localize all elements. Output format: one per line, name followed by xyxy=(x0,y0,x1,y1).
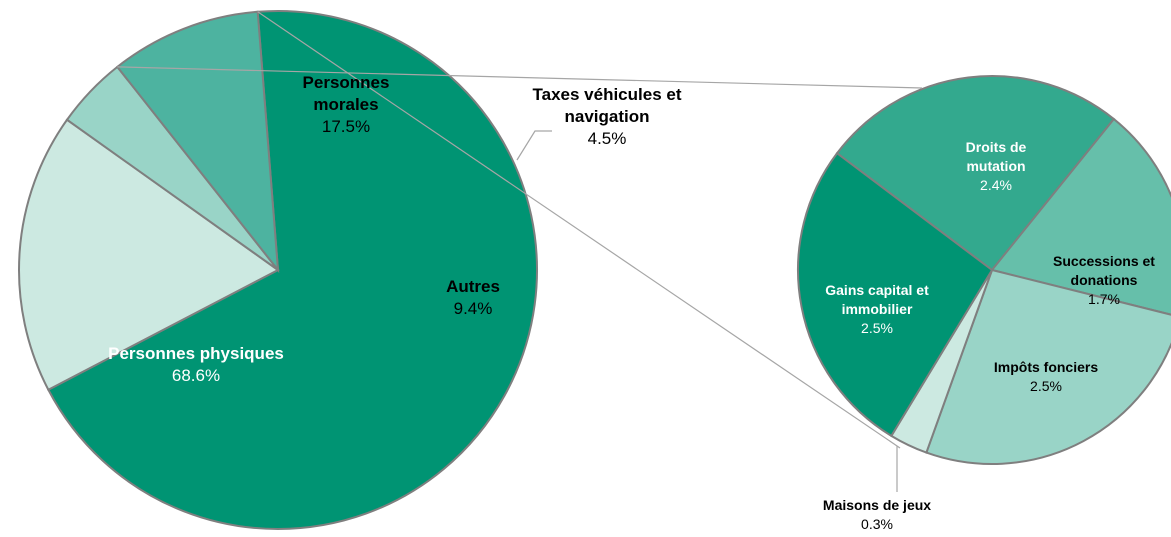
droits-de-mutation-value-label: 2.4% xyxy=(980,177,1012,193)
impots-fonciers-value-label: 2.5% xyxy=(1030,378,1062,394)
connector-line-top xyxy=(117,66,923,89)
connector-line-bottom xyxy=(257,11,901,449)
leader-line-taxes xyxy=(516,130,552,161)
autres-value-label: 9.4% xyxy=(454,299,493,318)
personnes-morales-value-label: 17.5% xyxy=(322,117,370,136)
personnes-morales-label: Personnes morales 17.5% xyxy=(303,73,390,136)
autres-name-line: Autres xyxy=(446,277,500,296)
successions-et-donations-name-line: Successions et xyxy=(1053,253,1155,269)
slice-droits-de-mutation xyxy=(835,75,1116,272)
impots-fonciers-label: Impôts fonciers 2.5% xyxy=(994,359,1098,394)
successions-et-donations-value-label: 1.7% xyxy=(1088,291,1120,307)
maisons-de-jeux-name-line: Maisons de jeux xyxy=(823,497,931,513)
taxes-vehicules-et-navigation-label: Taxes véhicules et navigation 4.5% xyxy=(533,85,682,148)
slice-successions-et-donations xyxy=(990,117,1171,316)
autres-label: Autres 9.4% xyxy=(446,277,500,318)
successions-et-donations-label: Successions et donations 1.7% xyxy=(1053,253,1155,307)
gains-capital-et-immobilier-value-label: 2.5% xyxy=(861,320,893,336)
droits-de-mutation-name-line: mutation xyxy=(966,158,1025,174)
personnes-physiques-name-line: Personnes physiques xyxy=(108,344,284,363)
droits-de-mutation-label: Droits de mutation 2.4% xyxy=(966,139,1027,193)
gains-capital-et-immobilier-name-line: immobilier xyxy=(842,301,913,317)
maisons-de-jeux-label: Maisons de jeux 0.3% xyxy=(823,497,931,532)
main-pie xyxy=(18,10,538,530)
slice-autres xyxy=(115,10,280,274)
taxes-vehicules-et-navigation-name-line: Taxes véhicules et xyxy=(533,85,682,104)
slice-gains-capital-et-immobilier xyxy=(797,151,994,438)
maisons-de-jeux-value-label: 0.3% xyxy=(861,516,893,532)
slice-impots-fonciers xyxy=(925,268,1171,465)
successions-et-donations-name-line: donations xyxy=(1071,272,1138,288)
taxes-vehicules-et-navigation-name-line: navigation xyxy=(564,107,649,126)
gains-capital-et-immobilier-label: Gains capital et immobilier 2.5% xyxy=(825,282,929,336)
personnes-morales-name-line: Personnes xyxy=(303,73,390,92)
taxes-vehicules-et-navigation-value-label: 4.5% xyxy=(588,129,627,148)
secondary-pie xyxy=(797,75,1171,465)
personnes-physiques-label: Personnes physiques 68.6% xyxy=(108,344,284,385)
personnes-morales-name-line: morales xyxy=(313,95,378,114)
slice-personnes-morales xyxy=(18,118,280,392)
slice-personnes-physiques xyxy=(46,10,538,530)
gains-capital-et-immobilier-name-line: Gains capital et xyxy=(825,282,929,298)
droits-de-mutation-name-line: Droits de xyxy=(966,139,1027,155)
impots-fonciers-name-line: Impôts fonciers xyxy=(994,359,1098,375)
personnes-physiques-value-label: 68.6% xyxy=(172,366,220,385)
